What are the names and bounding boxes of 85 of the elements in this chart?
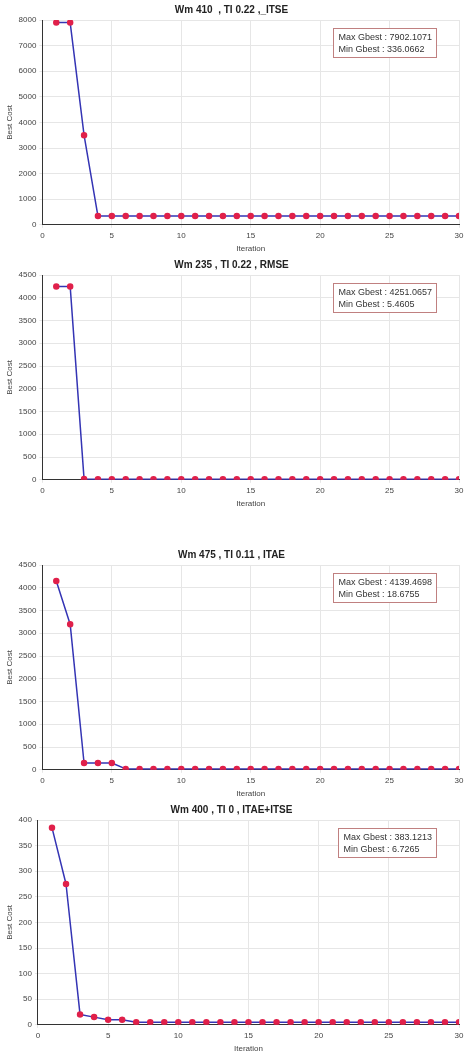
x-axis-title: Iteration	[236, 789, 266, 799]
x-tick-label: 25	[385, 775, 395, 785]
y-axis-title: Best Cost	[5, 649, 14, 685]
x-tick-label: 0	[40, 775, 46, 785]
annotation: Max Gbest : 383.1213	[343, 831, 432, 843]
y-tick-label: 400	[18, 815, 33, 825]
x-tick-label: 15	[246, 485, 256, 495]
x-tick-label: 25	[384, 1030, 394, 1040]
x-tick-label: 15	[244, 1030, 254, 1040]
y-axis-title: Best Cost	[5, 104, 14, 140]
chart-title: Wm 400 , TI 0 , ITAE+ITSE	[170, 803, 293, 815]
annotation: Max Gbest : 4251.0657	[338, 286, 432, 298]
y-tick-label: 1000	[18, 719, 37, 729]
annotation: Min Gbest : 6.7265	[343, 843, 421, 855]
y-tick-label: 2500	[18, 651, 37, 661]
annotation: Max Gbest : 7902.1071	[338, 31, 432, 43]
y-axis-title: Best Cost	[5, 904, 14, 940]
y-tick-label: 3500	[18, 315, 37, 325]
annotation: Min Gbest : 5.4605	[338, 298, 416, 310]
x-tick-label: 30	[454, 775, 464, 785]
y-axis-title: Best Cost	[5, 359, 14, 395]
y-tick-label: 4000	[18, 292, 37, 302]
y-tick-label: 250	[18, 892, 33, 901]
annotation: Max Gbest : 4139.4698	[338, 576, 432, 588]
y-tick-label: 2000	[18, 168, 37, 178]
chart-title: Wm 235 , TI 0.22 , RMSE	[174, 258, 290, 270]
chart-title: Wm 475 , TI 0.11 , ITAE	[177, 548, 286, 560]
x-tick-label: 5	[109, 230, 115, 240]
y-tick-label: 4500	[18, 270, 37, 280]
x-axis-title: Iteration	[234, 1044, 263, 1054]
x-tick-label: 30	[454, 485, 464, 495]
x-tick-label: 5	[109, 485, 115, 495]
x-tick-label: 20	[315, 230, 326, 240]
y-tick-label: 5000	[18, 92, 37, 101]
y-tick-label: 200	[18, 917, 33, 927]
x-tick-label: 5	[109, 775, 115, 785]
x-tick-label: 20	[315, 775, 326, 785]
annotation: Min Gbest : 18.6755	[338, 588, 421, 600]
x-tick-label: 30	[454, 230, 464, 240]
y-tick-label: 1500	[18, 696, 37, 706]
y-tick-label: 6000	[18, 66, 37, 76]
y-tick-label: 1000	[18, 194, 37, 204]
y-tick-label: 500	[23, 742, 37, 752]
x-axis-title: Iteration	[236, 499, 266, 509]
y-tick-label: 1500	[18, 406, 37, 416]
y-tick-label: 50	[23, 994, 33, 1004]
x-tick-label: 25	[385, 485, 395, 495]
x-tick-label: 10	[176, 485, 187, 495]
y-tick-label: 150	[18, 943, 33, 953]
x-tick-label: 10	[173, 1030, 184, 1040]
y-tick-label: 8000	[18, 15, 37, 25]
x-tick-label: 20	[315, 485, 326, 495]
x-tick-label: 0	[40, 485, 46, 495]
x-tick-label: 25	[385, 230, 395, 240]
y-tick-label: 3000	[18, 338, 37, 348]
chart-title: Wm 410 , TI 0.22 ,_ITSE	[174, 3, 289, 15]
y-tick-label: 0	[31, 220, 37, 229]
y-tick-label: 4500	[18, 560, 37, 570]
x-tick-label: 30	[454, 1030, 464, 1040]
y-tick-label: 4000	[18, 582, 37, 592]
annotation: Min Gbest : 336.0662	[338, 43, 426, 55]
y-tick-label: 4000	[18, 117, 37, 127]
y-tick-label: 1000	[18, 429, 37, 439]
x-axis-title: Iteration	[236, 244, 266, 254]
x-tick-label: 5	[105, 1030, 111, 1040]
y-tick-label: 2000	[18, 383, 37, 393]
x-tick-label: 15	[246, 775, 256, 785]
x-tick-label: 10	[176, 230, 187, 240]
y-tick-label: 500	[23, 452, 37, 462]
x-tick-label: 0	[40, 230, 46, 240]
x-tick-label: 20	[314, 1030, 324, 1040]
y-tick-label: 0	[27, 1020, 33, 1029]
y-tick-label: 3000	[18, 628, 37, 638]
y-tick-label: 0	[31, 765, 37, 774]
y-tick-label: 2000	[18, 673, 37, 683]
x-tick-label: 10	[176, 775, 187, 785]
x-tick-label: 15	[246, 230, 256, 240]
y-tick-label: 7000	[18, 40, 37, 50]
y-tick-label: 0	[31, 475, 37, 484]
y-tick-label: 350	[18, 840, 33, 850]
y-tick-label: 3500	[18, 605, 37, 615]
y-tick-label: 300	[18, 866, 33, 876]
y-tick-label: 2500	[18, 361, 37, 371]
y-tick-label: 3000	[18, 143, 37, 153]
y-tick-label: 100	[18, 968, 33, 978]
